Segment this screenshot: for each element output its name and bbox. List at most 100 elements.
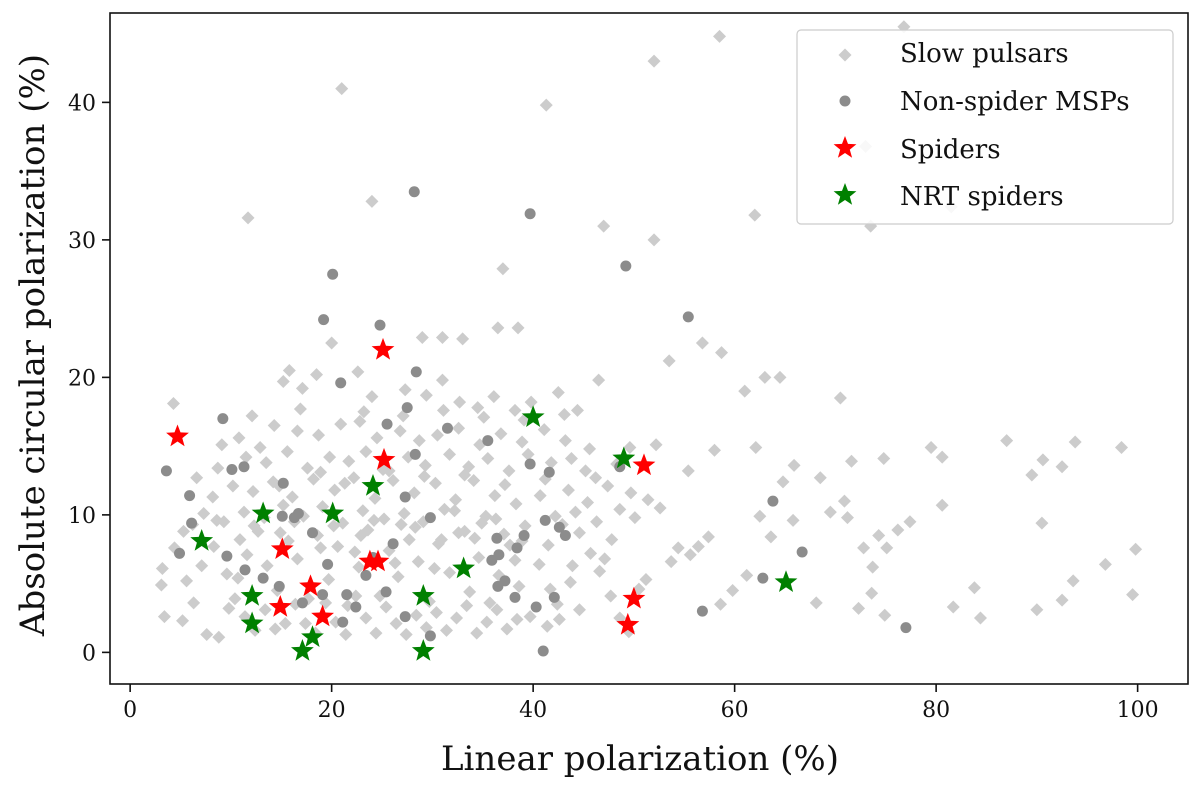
nrt-spider-point bbox=[291, 639, 314, 661]
slow-pulsar-point bbox=[436, 403, 450, 417]
slow-pulsar-point bbox=[1025, 468, 1039, 482]
slow-pulsar-point bbox=[714, 597, 728, 611]
slow-pulsar-point bbox=[1098, 557, 1112, 571]
slow-pulsar-point bbox=[823, 505, 837, 519]
slow-pulsar-point bbox=[190, 471, 204, 485]
slow-pulsar-point bbox=[290, 424, 304, 438]
slow-pulsar-point bbox=[833, 391, 847, 405]
slow-pulsar-point bbox=[758, 370, 772, 384]
slow-pulsar-point bbox=[443, 447, 457, 461]
msp-point bbox=[322, 558, 334, 570]
msp-point bbox=[559, 530, 571, 541]
slow-pulsar-point bbox=[490, 603, 504, 617]
msp-point bbox=[900, 622, 912, 634]
msp-point bbox=[277, 477, 289, 489]
msp-point bbox=[273, 580, 285, 592]
slow-pulsar-point bbox=[335, 82, 349, 96]
slow-pulsar-point bbox=[300, 461, 314, 475]
slow-pulsar-point bbox=[541, 538, 555, 552]
slow-pulsar-point bbox=[477, 410, 491, 424]
slow-pulsar-point bbox=[278, 617, 292, 630]
slow-pulsar-point bbox=[583, 442, 597, 456]
spider-point bbox=[270, 537, 294, 559]
slow-pulsar-point bbox=[268, 622, 282, 636]
slow-pulsar-point bbox=[273, 526, 287, 540]
slow-pulsar-point bbox=[852, 601, 866, 615]
spider-point bbox=[616, 612, 640, 635]
slow-pulsar-point bbox=[293, 402, 307, 416]
slow-pulsar-point bbox=[452, 421, 466, 435]
slow-pulsar-point bbox=[524, 395, 538, 409]
slow-pulsar-point bbox=[568, 505, 582, 519]
slow-pulsar-point bbox=[328, 483, 342, 497]
x-tick-label: 100 bbox=[1117, 698, 1159, 723]
slow-pulsar-point bbox=[367, 513, 381, 527]
slow-pulsar-point bbox=[523, 610, 537, 624]
slow-pulsar-point bbox=[845, 454, 859, 468]
msp-point bbox=[486, 554, 498, 566]
slow-pulsar-point bbox=[551, 386, 565, 399]
legend-label-slow-pulsars: Slow pulsars bbox=[900, 39, 1069, 69]
slow-pulsar-point bbox=[157, 610, 171, 624]
slow-pulsar-point bbox=[239, 450, 253, 464]
slow-pulsar-point bbox=[540, 619, 554, 633]
x-tick-label: 60 bbox=[721, 698, 749, 723]
slow-pulsar-point bbox=[307, 472, 321, 486]
slow-pulsar-point bbox=[715, 346, 729, 360]
slow-pulsar-point bbox=[282, 364, 296, 377]
msp-point bbox=[537, 645, 549, 657]
slow-pulsar-point bbox=[237, 505, 251, 519]
slow-pulsar-point bbox=[356, 504, 370, 518]
msp-point bbox=[424, 512, 436, 524]
slow-pulsar-point bbox=[548, 509, 562, 523]
slow-pulsar-point bbox=[935, 498, 949, 512]
slow-pulsar-point bbox=[231, 571, 245, 585]
slow-pulsar-point bbox=[496, 262, 510, 276]
slow-pulsar-point bbox=[154, 578, 168, 592]
slow-pulsar-point bbox=[276, 498, 290, 512]
slow-pulsar-point bbox=[946, 600, 960, 614]
legend: Slow pulsars Non-spider MSPs Spiders NRT… bbox=[796, 29, 1174, 225]
msp-point bbox=[317, 589, 329, 601]
msp-point bbox=[757, 572, 769, 584]
slow-pulsar-point bbox=[260, 559, 274, 573]
slow-pulsar-point bbox=[267, 419, 281, 432]
slow-pulsar-point bbox=[417, 469, 431, 483]
y-tick-label: 10 bbox=[68, 504, 96, 529]
nrt-spider-point bbox=[251, 501, 275, 524]
spider-point bbox=[311, 604, 334, 627]
slow-pulsar-point bbox=[1115, 441, 1129, 454]
slow-pulsar-point bbox=[537, 423, 551, 437]
msp-point bbox=[401, 402, 413, 414]
slow-pulsar-point bbox=[339, 628, 353, 641]
nrt-spider-point bbox=[452, 556, 475, 579]
slow-pulsar-point bbox=[353, 414, 367, 428]
slow-pulsar-point bbox=[180, 574, 194, 588]
slow-pulsar-point bbox=[472, 551, 486, 564]
slow-pulsar-point bbox=[354, 529, 368, 542]
slow-pulsar-point bbox=[386, 474, 400, 487]
slow-pulsar-point bbox=[377, 512, 391, 526]
slow-pulsar-point bbox=[662, 354, 676, 368]
slow-pulsar-point bbox=[776, 475, 790, 489]
nrt-spider-point bbox=[411, 639, 435, 661]
msp-point bbox=[767, 495, 779, 507]
slow-pulsar-point bbox=[891, 523, 905, 537]
slow-pulsar-point bbox=[572, 603, 586, 617]
spider-point bbox=[371, 337, 395, 360]
slow-pulsar-point bbox=[314, 541, 328, 555]
slow-pulsar-point bbox=[240, 548, 254, 562]
slow-pulsar-point bbox=[241, 211, 255, 225]
msp-point bbox=[511, 542, 523, 554]
legend-marker-spider bbox=[833, 136, 857, 158]
msp-point bbox=[337, 616, 349, 628]
slow-pulsar-point bbox=[787, 458, 801, 472]
slow-pulsar-point bbox=[427, 562, 441, 575]
slow-pulsar-point bbox=[155, 562, 169, 575]
msp-point bbox=[518, 530, 530, 541]
msp-point bbox=[217, 413, 229, 425]
slow-pulsar-point bbox=[1126, 588, 1140, 602]
slow-pulsar-point bbox=[601, 479, 615, 493]
slow-pulsar-point bbox=[352, 560, 366, 574]
slow-pulsar-point bbox=[664, 555, 678, 569]
